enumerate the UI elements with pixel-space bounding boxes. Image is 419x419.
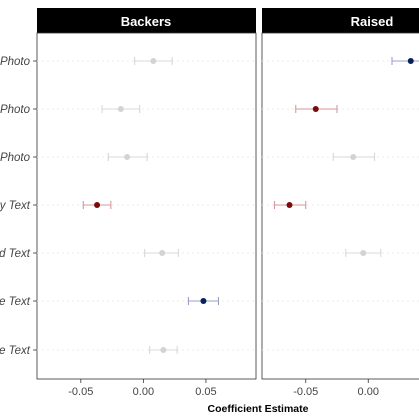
data-marks: [82, 57, 419, 354]
y-tick-label: Photo: [0, 152, 31, 164]
y-tick-label: Photo: [0, 104, 31, 116]
point-estimate: [360, 250, 367, 256]
panel-strip-backers: [37, 8, 256, 33]
point-estimate: [350, 154, 357, 160]
y-tick-label: y Text: [0, 200, 31, 212]
y-tick-label: e Text: [0, 345, 31, 357]
panel-title-backers: Backers: [121, 14, 172, 29]
point-estimate: [160, 347, 167, 353]
gridlines: [37, 60, 419, 351]
panel-frame-backers: [36, 32, 257, 380]
point-estimate: [407, 58, 414, 64]
x-tick-label: -0.05: [293, 386, 318, 398]
point-estimate: [286, 202, 293, 208]
y-tick-label: d Text: [0, 248, 31, 260]
point-estimate: [94, 202, 101, 208]
x-tick-label: 0.00: [358, 386, 379, 398]
x-axis-title: Coefficient Estimate: [208, 403, 309, 415]
x-tick-label: 0.00: [133, 386, 154, 398]
y-axis-labels: Photo Photo Photo y Text d Text e Text e Text: [0, 56, 37, 357]
point-estimate: [312, 106, 319, 112]
y-tick-label: Photo: [0, 56, 31, 68]
panel-frame-raised: [261, 32, 419, 380]
point-estimate: [124, 154, 131, 160]
point-estimate: [150, 58, 157, 64]
panel-title-raised: Raised: [351, 14, 394, 29]
point-estimate: [117, 106, 124, 112]
point-estimate: [159, 250, 166, 256]
y-tick-label: e Text: [0, 296, 31, 308]
x-axis-ticks: -0.05 0.00 0.05 -0.05 0.00: [68, 379, 379, 398]
panel-strip-raised: [262, 8, 419, 33]
x-tick-label: -0.05: [68, 386, 93, 398]
x-tick-label: 0.05: [195, 386, 216, 398]
point-estimate: [200, 298, 207, 304]
